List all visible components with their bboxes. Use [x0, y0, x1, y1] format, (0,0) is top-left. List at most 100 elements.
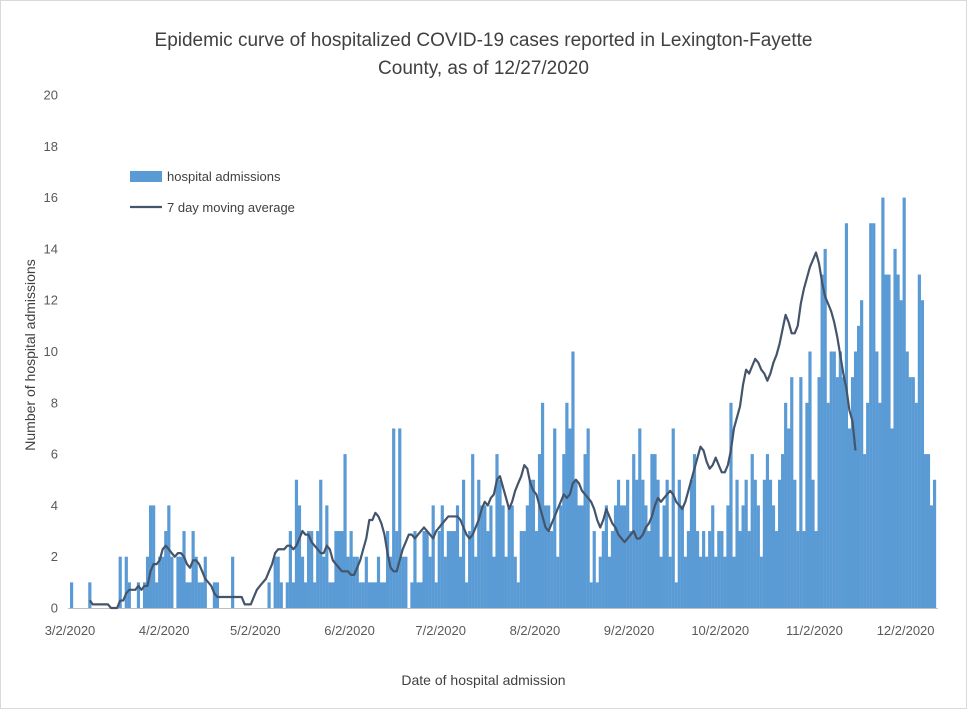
x-tick-label: 12/2/2020	[877, 623, 935, 638]
bar	[817, 377, 821, 608]
bar	[325, 505, 329, 608]
bar	[929, 505, 934, 608]
bar	[443, 556, 447, 608]
bar	[562, 454, 566, 608]
x-tick-label: 9/2/2020	[604, 623, 655, 638]
bar	[802, 531, 806, 608]
bar	[382, 582, 387, 608]
bar	[492, 556, 496, 608]
bar	[507, 505, 511, 608]
y-tick-label: 12	[44, 293, 58, 308]
bar	[379, 582, 384, 608]
bar	[501, 505, 505, 608]
bar	[702, 531, 706, 608]
bar	[641, 479, 645, 608]
bar	[644, 505, 648, 608]
bar	[917, 274, 921, 608]
bar	[70, 582, 74, 608]
y-tick-label: 14	[44, 241, 58, 256]
moving-average-line	[88, 251, 857, 610]
legend: hospital admissions 7 day moving average	[130, 169, 295, 215]
bar	[486, 531, 490, 608]
bar	[568, 428, 572, 608]
bar	[619, 505, 624, 608]
bar	[623, 505, 627, 608]
bar	[677, 479, 681, 608]
bar	[437, 531, 441, 608]
bar	[735, 479, 739, 608]
bar	[850, 377, 855, 608]
bar	[857, 325, 861, 608]
bar	[726, 505, 730, 608]
bar	[902, 197, 906, 608]
bar	[635, 479, 639, 608]
bar	[613, 505, 618, 608]
bar	[389, 556, 393, 608]
x-tick-label: 8/2/2020	[510, 623, 561, 638]
bar	[346, 556, 350, 608]
y-tick-label: 4	[51, 498, 58, 513]
bar	[756, 505, 760, 608]
y-tick-label: 2	[51, 549, 58, 564]
bar	[720, 531, 724, 608]
bar	[823, 248, 827, 608]
bar	[367, 582, 371, 608]
y-tick-label: 16	[44, 190, 58, 205]
bar	[307, 531, 311, 608]
bar	[890, 428, 894, 608]
bar	[471, 454, 475, 608]
bar	[723, 556, 727, 608]
bar	[905, 351, 909, 608]
chart-title-line-1: Epidemic curve of hospitalized COVID-19 …	[154, 30, 813, 51]
bar	[291, 582, 296, 608]
bar	[331, 582, 335, 608]
bar	[686, 531, 691, 608]
bar	[893, 248, 897, 608]
bar	[768, 479, 773, 608]
bar	[887, 274, 891, 608]
bar	[774, 531, 779, 608]
bar	[519, 531, 523, 608]
y-tick-label: 10	[44, 344, 58, 359]
bar	[914, 402, 918, 608]
bar	[288, 531, 292, 608]
bar	[197, 582, 201, 608]
bar	[799, 377, 803, 608]
bar	[322, 556, 326, 608]
bar	[410, 582, 414, 608]
legend-label-moving-average: 7 day moving average	[167, 200, 295, 215]
bar	[483, 505, 487, 608]
moving-average-layer	[88, 251, 857, 610]
bar	[480, 505, 484, 608]
bar	[273, 556, 277, 608]
bar	[932, 479, 937, 608]
bar	[747, 531, 751, 608]
bar	[386, 531, 390, 608]
bar	[738, 531, 742, 608]
bar	[373, 582, 378, 608]
bar	[793, 479, 797, 608]
bar	[653, 454, 657, 608]
bar	[124, 556, 128, 608]
bar	[610, 531, 615, 608]
bar	[607, 556, 612, 608]
bar	[440, 505, 444, 608]
bar	[468, 531, 472, 608]
bar	[422, 531, 426, 608]
bar	[425, 531, 429, 608]
bar	[750, 454, 754, 608]
bar	[185, 582, 189, 608]
bar	[732, 556, 736, 608]
bar	[316, 531, 320, 608]
bar	[853, 351, 858, 608]
bar	[349, 531, 353, 608]
bar	[455, 505, 460, 608]
bar	[923, 454, 928, 608]
bar	[446, 531, 450, 608]
bar	[580, 505, 584, 608]
bar	[540, 402, 545, 608]
bar	[458, 556, 463, 608]
bar	[531, 479, 536, 608]
legend-swatch-admissions	[130, 171, 162, 182]
bar	[267, 582, 271, 608]
